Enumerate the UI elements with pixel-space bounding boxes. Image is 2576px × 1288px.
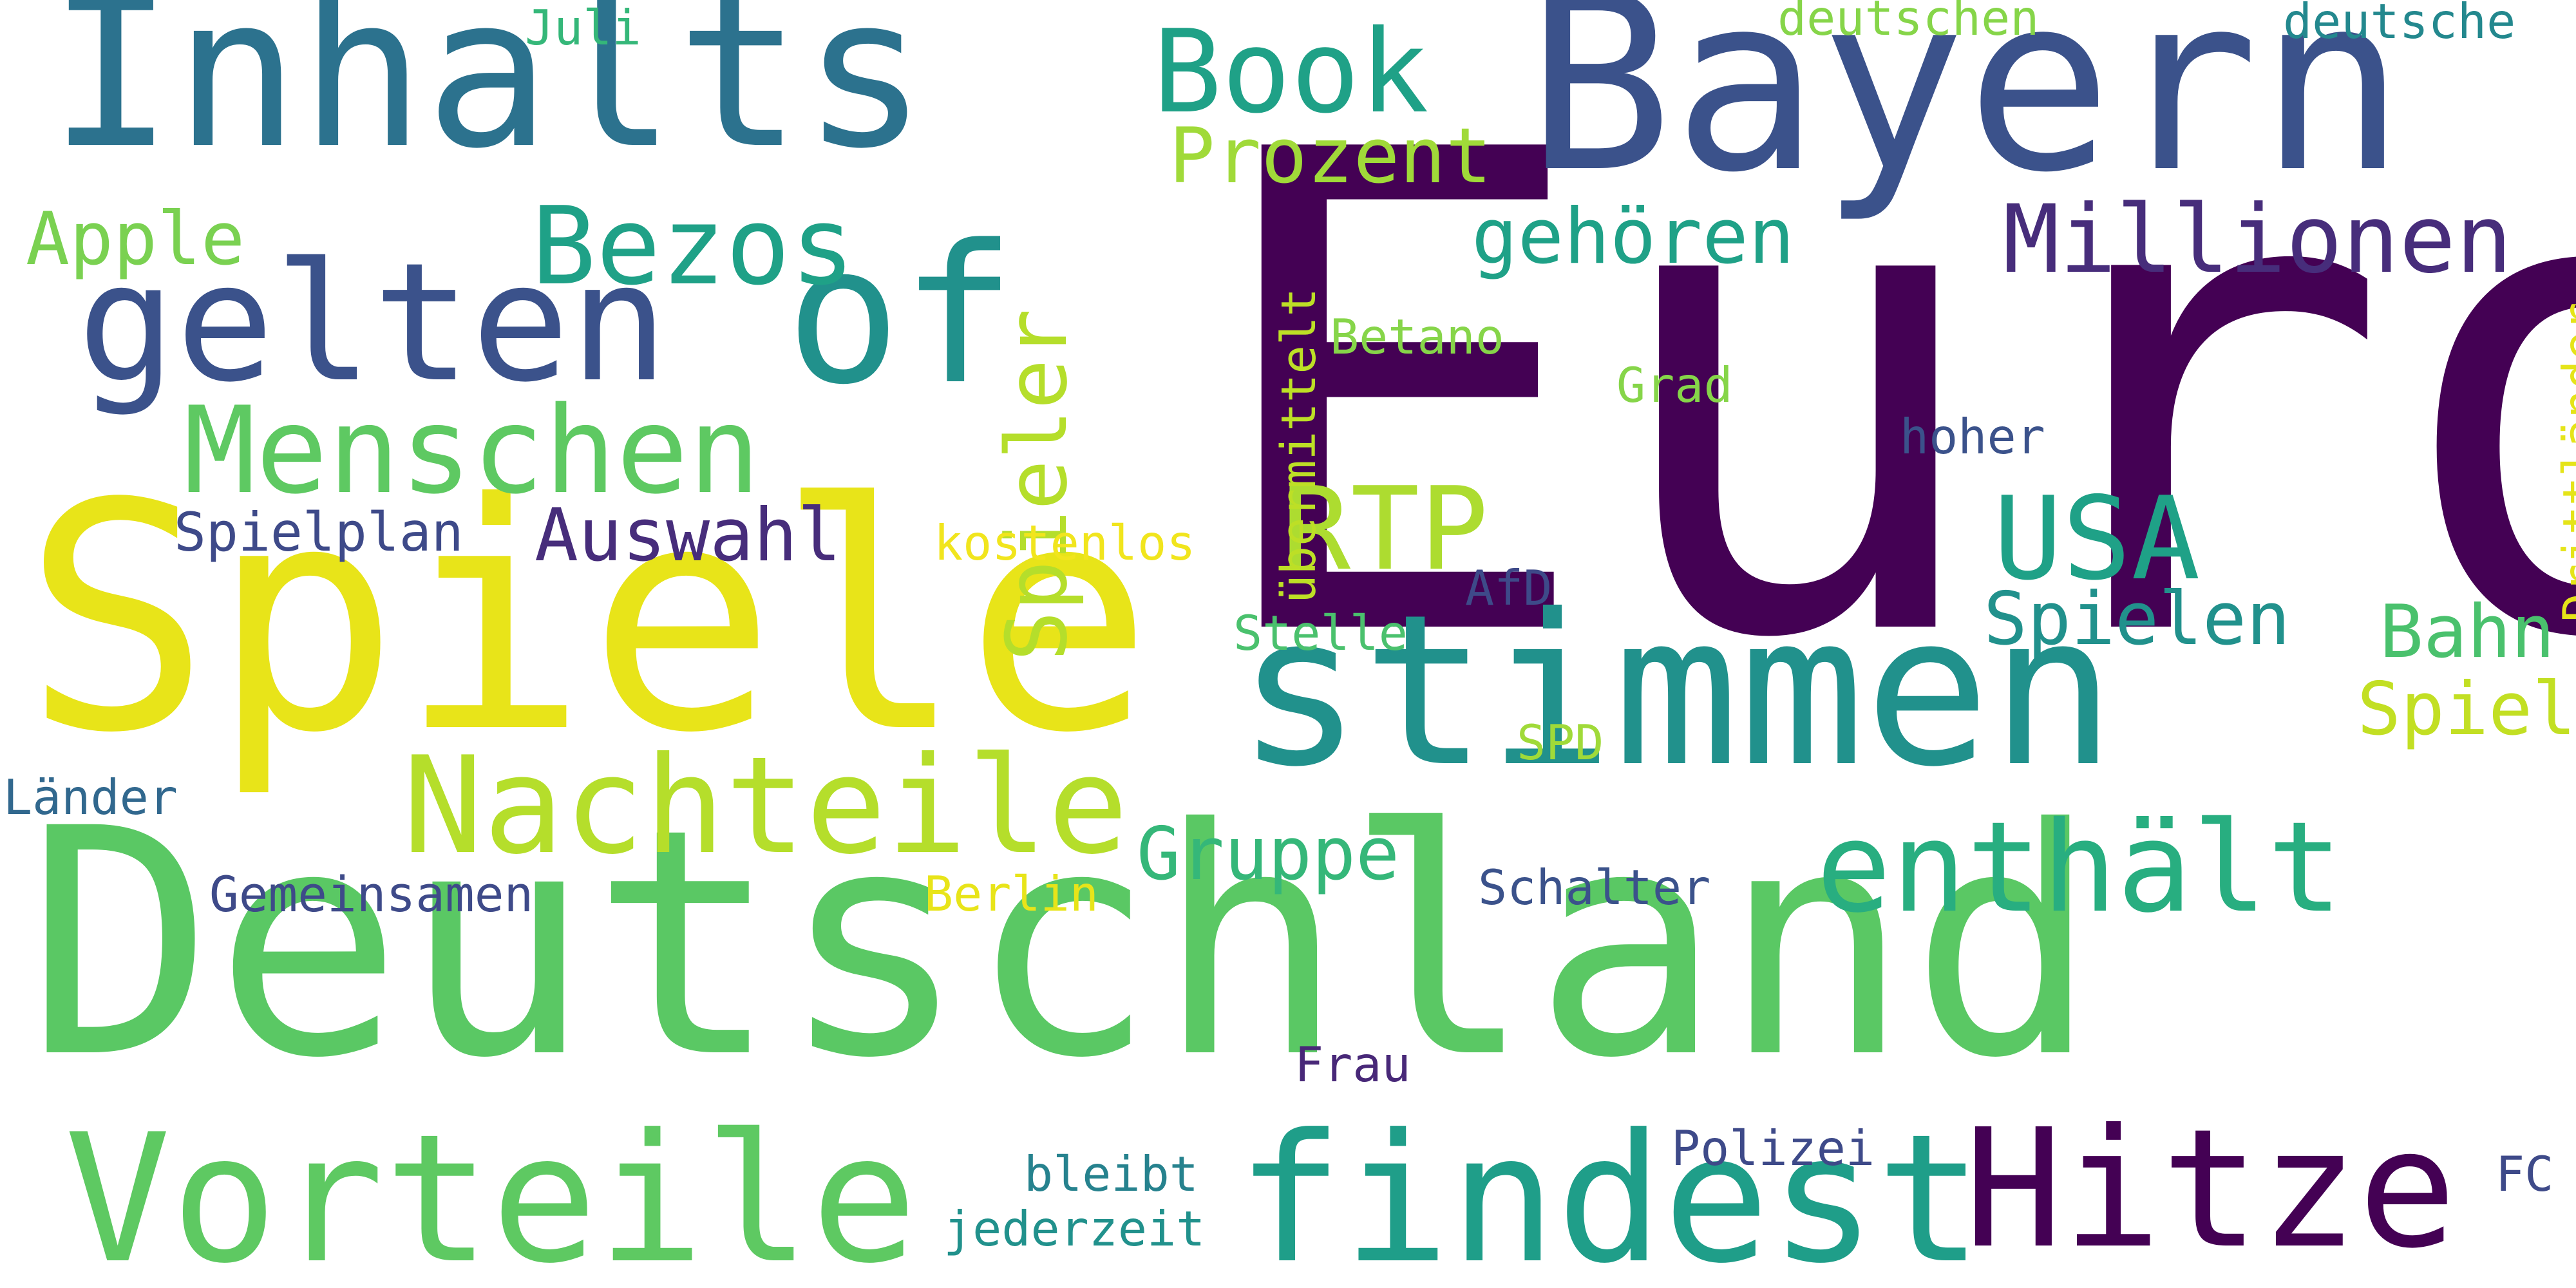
word-apple: Apple (26, 196, 245, 281)
word-spiele: Spiele (23, 437, 1153, 801)
word-enthaelt: enthält (1816, 795, 2343, 940)
word-stimmen: stimmen (1236, 570, 2116, 813)
word-spieler: Spieler (988, 308, 1086, 661)
word-gemeinsamen: Gemeinsamen (209, 866, 534, 923)
word-deutschland: Deutschland (26, 762, 2099, 1126)
word-uebermittelt: übermittelt (1271, 287, 1327, 603)
word-hoher: hoher (1900, 408, 2045, 465)
word-afd: AfD (1465, 560, 1553, 616)
word-auswahl: Auswahl (535, 493, 842, 578)
word-usa: USA (1993, 472, 2201, 605)
word-bleibt: bleibt (1024, 1146, 1198, 1202)
word-laender: Länder (3, 769, 178, 826)
word-gelten: gelten (77, 227, 668, 418)
word-deutschen: deutschen (1777, 0, 2040, 46)
word-bayern: Bayern (1526, 0, 2406, 226)
word-spiel: Spiel (2357, 667, 2576, 752)
word-millionen: Millionen (2003, 185, 2513, 294)
word-grad: Grad (1616, 357, 1733, 413)
word-bahn: Bahn (2380, 589, 2555, 674)
word-euro: Euro (1198, 14, 2576, 783)
word-book: Book (1153, 5, 1429, 138)
word-gehoeren: gehören (1472, 193, 1795, 281)
word-hitze: Hitze (1964, 1094, 2457, 1284)
word-frau: Frau (1294, 1036, 1411, 1093)
word-kostenlos: kostenlos (934, 515, 1196, 571)
word-drittlaender: Drittländer (2552, 302, 2576, 622)
word-fc: FC (2496, 1146, 2554, 1202)
word-deutsche: deutsche (2283, 0, 2516, 50)
word-spielplan: Spielplan (174, 501, 464, 564)
word-inhalts: Inhalts (48, 0, 928, 194)
word-polizei: Polizei (1671, 1120, 1875, 1177)
word-rtp: RTP (1282, 462, 1489, 596)
word-stelle: Stelle (1233, 605, 1408, 661)
word-vorteile: Vorteile (64, 1096, 918, 1288)
word-juli: Juli (525, 0, 641, 56)
word-jederzeit: jederzeit (943, 1200, 1206, 1257)
word-betano: Betano (1330, 308, 1504, 365)
word-schalter: Schalter (1478, 859, 1711, 916)
word-menschen: Menschen (184, 381, 761, 520)
word-gruppe: Gruppe (1137, 811, 1400, 896)
word-spd: SPD (1517, 714, 1604, 771)
word-bezos: Bezos (531, 184, 855, 309)
word-spielen: Spielen (1984, 576, 2291, 661)
word-berlin: Berlin (924, 866, 1099, 922)
word-prozent: Prozent (1169, 112, 1492, 201)
word-findest: findest (1236, 1096, 1983, 1288)
word-nachteile: Nachteile (402, 728, 1129, 884)
word-of: of (786, 204, 1016, 427)
